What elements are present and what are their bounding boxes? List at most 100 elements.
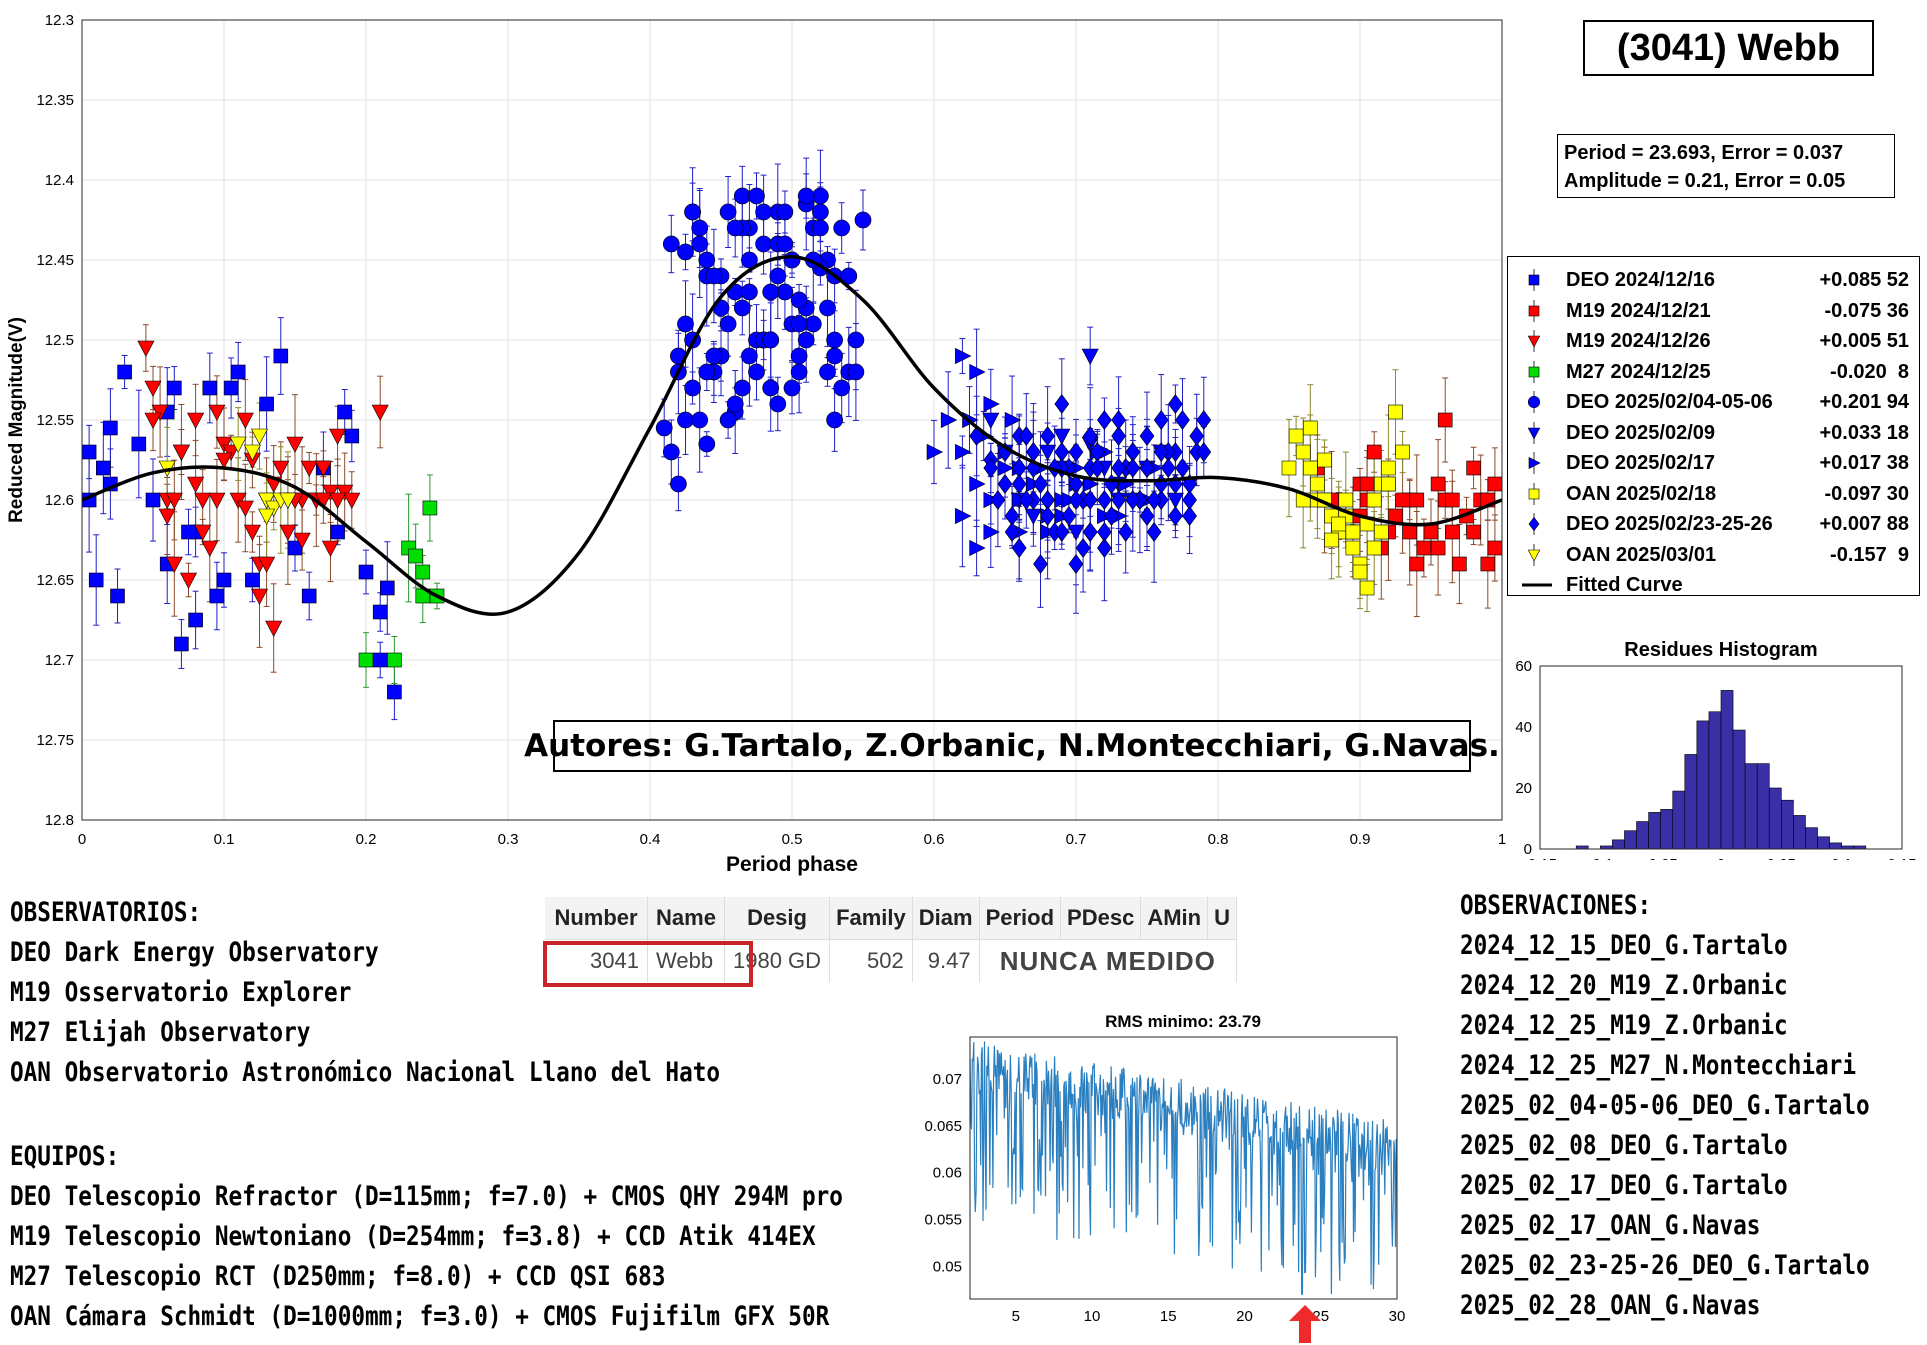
legend-item: DEO 2025/02/17 +0.017 38 (1508, 448, 1919, 478)
data-point (187, 476, 205, 494)
data-point (1153, 442, 1169, 462)
data-point (408, 548, 424, 564)
data-point (236, 412, 254, 430)
table-row: 3041 Webb 1980 GD 502 9.47 NUNCA MEDIDO (545, 939, 1237, 982)
data-point (719, 315, 737, 333)
data-point (1111, 410, 1126, 430)
data-point (358, 564, 374, 580)
rms-x-tick: 30 (1389, 1308, 1406, 1325)
data-point (1168, 506, 1183, 526)
histogram-bar (1793, 815, 1806, 850)
equipment-item: DEO Telescopio Refractor (D=115mm; f=7.0… (10, 1181, 843, 1212)
data-point (1487, 476, 1503, 492)
data-point (167, 380, 182, 396)
x-tick-label: 0.7 (1066, 831, 1087, 848)
data-point (1068, 442, 1084, 462)
legend-label: DEO 2025/02/04-05-06 (1566, 391, 1773, 413)
legend-symbol (1528, 516, 1540, 532)
data-point (983, 523, 1000, 541)
histogram-x-tick: -0.05 (1644, 856, 1678, 860)
data-point (387, 652, 402, 668)
legend-symbol (1528, 305, 1540, 316)
data-point (755, 235, 772, 253)
data-point (741, 283, 758, 301)
legend-symbol (1528, 488, 1540, 499)
legend-label: DEO 2025/02/17 (1566, 452, 1715, 474)
histogram-x-tick: 0.15 (1887, 856, 1916, 860)
data-point (314, 460, 332, 478)
legend-value: +0.017 38 (1819, 452, 1909, 474)
y-tick-label: 12.55 (36, 412, 74, 429)
histogram-bar (1612, 839, 1625, 850)
data-point (1437, 412, 1453, 428)
data-point (826, 331, 843, 349)
data-point (230, 364, 246, 380)
data-point (1182, 506, 1197, 526)
data-point (321, 540, 340, 558)
data-point (1033, 474, 1048, 494)
data-point (990, 490, 1006, 510)
data-point (769, 395, 787, 413)
data-point (208, 404, 226, 422)
data-point (1097, 490, 1112, 510)
rms-y-tick: 0.055 (924, 1211, 962, 1228)
y-tick-label: 12.35 (36, 92, 74, 109)
data-point (826, 347, 843, 365)
lightcurve-axes-frame (81, 19, 1503, 821)
data-point (330, 524, 345, 540)
table-header-cell: PDesc (1060, 897, 1142, 940)
highlight-box (543, 941, 753, 987)
data-point (279, 524, 297, 542)
table-header-cell: Family (829, 897, 913, 940)
data-point (258, 556, 276, 574)
x-tick-label: 0.1 (214, 831, 235, 848)
data-point (1089, 458, 1105, 478)
data-point (1082, 490, 1098, 510)
data-point (181, 524, 196, 540)
data-point (1024, 508, 1042, 526)
data-point (677, 243, 694, 261)
data-point (329, 428, 347, 446)
legend-marker-icon (1528, 269, 1540, 291)
table-header-cell: Name (647, 897, 725, 940)
data-point (208, 492, 226, 510)
data-point (1331, 516, 1346, 532)
observation-item: 2024_12_25_M27_N.Montecchiari (1460, 1050, 1856, 1081)
data-point (343, 492, 361, 510)
y-tick-label: 12.5 (45, 332, 74, 349)
data-point (655, 419, 673, 437)
minimum-arrow-icon (1289, 1305, 1321, 1343)
data-point (1118, 475, 1135, 493)
data-point (301, 588, 317, 604)
data-point (1352, 564, 1368, 580)
data-point (797, 331, 815, 349)
legend-label: DEO 2024/12/16 (1566, 269, 1715, 291)
x-tick-label: 0.6 (924, 831, 945, 848)
legend-item: DEO 2025/02/09 +0.033 18 (1508, 418, 1919, 448)
data-point (103, 420, 118, 436)
data-point (1040, 426, 1055, 446)
observatory-item: DEO Dark Energy Observatory (10, 937, 379, 968)
data-point (983, 395, 1000, 413)
data-point (1359, 580, 1375, 596)
histogram-x-tick: -0.15 (1523, 856, 1557, 860)
data-point (415, 564, 431, 580)
observatory-item: OAN Observatorio Astronómico Nacional Ll… (10, 1057, 721, 1088)
data-point (1395, 492, 1410, 508)
data-point (1430, 540, 1446, 556)
data-point (819, 299, 836, 317)
data-point (1196, 410, 1212, 430)
data-point (726, 219, 744, 237)
table-header-cell: Period (979, 897, 1062, 940)
rms-x-tick: 20 (1236, 1308, 1253, 1325)
rms-x-tick: 15 (1160, 1308, 1177, 1325)
data-point (1168, 394, 1183, 414)
histogram-bar (1636, 821, 1649, 850)
data-point (258, 508, 276, 526)
data-point (1033, 554, 1048, 574)
data-point (748, 187, 765, 205)
y-tick-label: 12.6 (45, 492, 74, 509)
data-point (1480, 556, 1496, 572)
rms-x-tick: 5 (1012, 1308, 1020, 1325)
data-point (1281, 460, 1297, 476)
